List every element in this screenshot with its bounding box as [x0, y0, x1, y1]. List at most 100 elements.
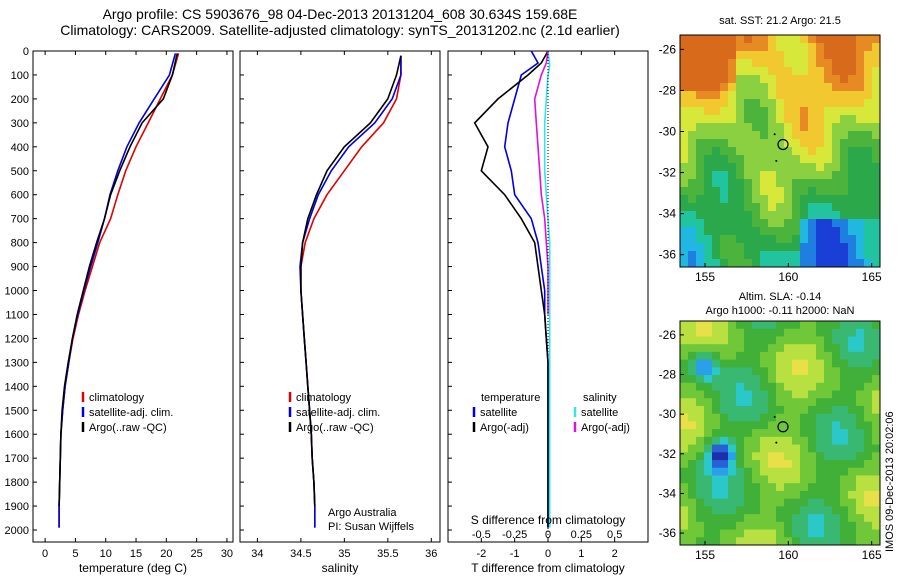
map-cell — [808, 139, 817, 148]
map-cell — [696, 243, 705, 252]
map-cell — [872, 382, 880, 392]
map-cell — [800, 59, 809, 68]
map-cell — [760, 147, 769, 156]
map-cell — [808, 421, 817, 430]
map-cell — [736, 115, 745, 124]
map-cell — [832, 227, 841, 236]
map-cell — [752, 107, 761, 116]
map-cell — [800, 123, 809, 132]
map-cell — [872, 367, 880, 376]
map-cell — [856, 336, 865, 345]
map-cell — [800, 359, 809, 368]
map-cell — [680, 529, 689, 538]
profile-panel-3: -2 -1 0 1 2T difference from climatology-0.5… — [447, 50, 649, 575]
map-cell — [744, 390, 753, 399]
map-cell — [688, 460, 697, 469]
map-cell — [688, 259, 697, 267]
map-cell — [816, 398, 825, 407]
map-cell — [712, 251, 721, 260]
map-cell — [784, 514, 793, 523]
map-cell — [800, 429, 809, 438]
map-cell — [696, 75, 705, 84]
map-cell — [848, 131, 857, 140]
map-cell — [832, 115, 841, 124]
map-cell — [736, 351, 745, 361]
map-cell — [784, 227, 793, 236]
map-cell — [792, 328, 801, 338]
map-cell — [680, 405, 689, 415]
map-cell — [872, 336, 880, 345]
map-cell — [680, 67, 689, 76]
map-cell — [704, 203, 713, 212]
map-cell — [792, 490, 801, 500]
map-cell — [840, 147, 849, 156]
float-track-point — [775, 441, 778, 444]
map-cell — [680, 227, 689, 236]
map-cell — [768, 107, 777, 116]
map-cell — [680, 475, 689, 484]
map-cell — [728, 115, 737, 124]
map-cell — [680, 163, 689, 172]
map-cell — [760, 375, 769, 384]
map-frame — [679, 320, 881, 546]
map-cell — [784, 452, 793, 461]
map-cell — [720, 328, 729, 338]
map-cell — [808, 460, 817, 469]
sst-map: 155 160 165-26-28-30-32-34-36 — [659, 34, 882, 284]
map-cell — [792, 483, 801, 492]
map-cell — [800, 344, 809, 353]
map-cell — [680, 107, 689, 116]
map-cell — [712, 514, 721, 523]
map-cell — [728, 155, 737, 164]
map-cell — [680, 506, 689, 515]
map-cell — [808, 123, 817, 132]
map-cell — [792, 521, 801, 531]
map-cell — [816, 390, 825, 399]
map-cell — [720, 179, 729, 188]
map-cell — [688, 452, 697, 461]
map-cell — [688, 529, 697, 538]
map-cell — [752, 336, 761, 345]
map-cell — [800, 163, 809, 172]
map-cell — [720, 115, 729, 124]
map-cell — [856, 467, 865, 477]
map-cell — [768, 444, 777, 453]
map-cell — [776, 83, 785, 92]
map-cell — [712, 460, 721, 469]
map-cell — [832, 490, 841, 500]
map-cell — [728, 429, 737, 438]
map-cell — [760, 467, 769, 477]
map-cell — [776, 251, 785, 260]
map-cell — [760, 203, 769, 212]
map-cell — [680, 498, 689, 507]
x-tick-label: 15 — [130, 548, 142, 560]
x-tick-label: 0 — [42, 548, 48, 560]
x-tick-label-salinity: -0.5 — [472, 529, 491, 541]
map-cell — [808, 115, 817, 124]
map-cell — [680, 75, 689, 84]
map-cell — [776, 203, 785, 212]
map-cell — [712, 398, 721, 407]
map-cell — [696, 537, 705, 545]
map-cell — [784, 367, 793, 376]
x-tick-label: 5 — [72, 548, 78, 560]
map-cell — [792, 243, 801, 252]
map-cell — [784, 219, 793, 228]
map-cell — [856, 227, 865, 236]
map-cell — [856, 514, 865, 523]
map-cell — [792, 187, 801, 196]
map-cell — [736, 506, 745, 515]
map-cell — [808, 99, 817, 108]
y-tick-label: 1500 — [5, 405, 29, 417]
map-cell — [808, 398, 817, 407]
map-cell — [744, 163, 753, 172]
map-cell — [816, 367, 825, 376]
map-cell — [872, 514, 880, 523]
map-cell — [696, 521, 705, 531]
map-cell — [856, 107, 865, 116]
map-cell — [760, 537, 769, 545]
map-cell — [696, 107, 705, 116]
map-cell — [704, 171, 713, 180]
map-cell — [728, 147, 737, 156]
map-cell — [792, 99, 801, 108]
